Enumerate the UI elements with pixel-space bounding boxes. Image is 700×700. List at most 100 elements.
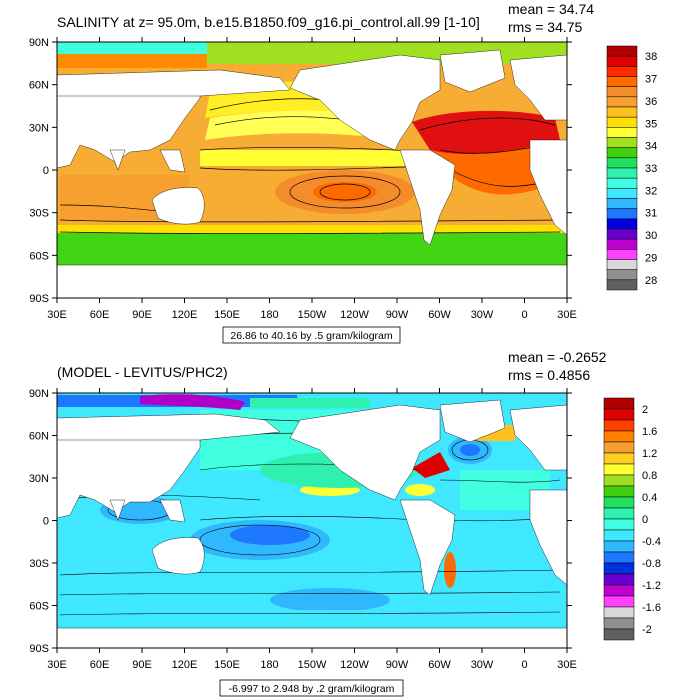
top-lat-label: 60S xyxy=(29,250,49,262)
top-colorbar-swatch xyxy=(606,279,638,291)
bottom-colorbar-swatch xyxy=(603,595,635,608)
top-lat-label: 30N xyxy=(29,122,49,134)
bottom-panel: (MODEL - LEVITUS/PHC2) mean = -0.2652 rm… xyxy=(29,349,661,697)
top-lon-label: 60E xyxy=(90,309,110,321)
top-colorbar-label: 28 xyxy=(645,275,657,287)
bottom-colorbar-swatch xyxy=(603,441,635,454)
bottom-lon-label: 150E xyxy=(214,659,240,671)
top-colorbar-swatch xyxy=(606,208,638,220)
top-colorbar-swatch xyxy=(606,238,638,250)
top-colorbar-swatch xyxy=(606,218,638,230)
bottom-lat-label: 30N xyxy=(29,473,49,485)
top-colorbar-swatch xyxy=(606,167,638,179)
top-colorbar-swatch xyxy=(606,116,638,128)
bottom-colorbar-label: 1.6 xyxy=(642,426,657,438)
bottom-colorbar-swatch xyxy=(603,452,635,465)
top-colorbar-swatch xyxy=(606,45,638,57)
bottom-lon-label: 60W xyxy=(428,659,451,671)
top-lon-label: 30W xyxy=(471,309,494,321)
bottom-colorbar-label: -1.6 xyxy=(642,602,661,614)
top-colorbar-label: 29 xyxy=(645,252,657,264)
top-colorbar-swatch xyxy=(606,127,638,138)
bottom-colorbar-label: -0.4 xyxy=(642,536,661,548)
top-colorbar-swatch xyxy=(606,228,638,240)
top-map-field xyxy=(57,42,567,298)
bottom-colorbar-swatch xyxy=(603,529,635,542)
bottom-colorbar-swatch xyxy=(603,463,635,476)
top-panel: SALINITY at z= 95.0m, b.e15.B1850.f09_g1… xyxy=(29,1,657,344)
top-lon-label: 90W xyxy=(386,309,409,321)
top-lat-label: 30S xyxy=(29,208,49,220)
bottom-colorbar-label: 1.2 xyxy=(642,448,657,460)
top-colorbar-swatch xyxy=(606,177,638,189)
bottom-colorbar-swatch xyxy=(603,551,635,564)
bottom-colorbar-swatch xyxy=(603,584,635,597)
top-colorbar-swatch xyxy=(606,66,638,77)
top-colorbar-label: 32 xyxy=(645,185,657,197)
bottom-mean-label: mean = -0.2652 xyxy=(508,349,607,365)
top-colorbar-swatch xyxy=(606,269,638,281)
bottom-colorbar-swatch xyxy=(603,617,635,630)
bottom-colorbar-swatch xyxy=(603,474,635,487)
bottom-colorbar-label: 0.8 xyxy=(642,470,657,482)
bottom-lon-label: 180 xyxy=(260,659,278,671)
top-lon-label: 150W xyxy=(298,309,327,321)
bottom-lon-label: 30E xyxy=(47,659,67,671)
bottom-lon-label: 150W xyxy=(298,659,327,671)
top-colorbar-label: 31 xyxy=(645,208,657,220)
top-lat-label: 0 xyxy=(43,165,49,177)
top-colorbar-label: 34 xyxy=(645,141,657,153)
bottom-colorbar: 2 1.6 1.2 0.8 0.4 0 -0.4 -0.8 -1.2 -1.6 -2 xyxy=(603,397,661,641)
bottom-colorbar-swatch xyxy=(603,518,635,531)
bottom-lon-label: 120W xyxy=(340,659,369,671)
top-lon-label: 0 xyxy=(521,309,527,321)
bottom-colorbar-label: -1.2 xyxy=(642,580,661,592)
top-lat-label: 60N xyxy=(29,80,49,92)
top-colorbar-swatch xyxy=(606,55,638,67)
bottom-colorbar-swatch xyxy=(603,408,635,421)
bottom-lat-label: 90N xyxy=(29,388,49,400)
top-colorbar-swatch xyxy=(606,249,638,260)
top-colorbar-label: 38 xyxy=(645,51,657,63)
top-lon-label: 150E xyxy=(214,309,240,321)
bottom-panel-title: (MODEL - LEVITUS/PHC2) xyxy=(57,364,228,380)
bottom-lon-label: 60E xyxy=(90,659,110,671)
top-lon-label: 120E xyxy=(172,309,198,321)
bottom-colorbar-swatch xyxy=(603,628,635,641)
bottom-colorbar-swatch xyxy=(603,430,635,443)
bottom-lat-label: 90S xyxy=(29,643,49,655)
bottom-lon-label: 0 xyxy=(521,659,527,671)
bottom-colorbar-swatch xyxy=(603,606,635,619)
bottom-colorbar-label: 2 xyxy=(642,404,648,416)
bottom-colorbar-swatch xyxy=(603,540,635,553)
top-lon-label: 30E xyxy=(557,309,577,321)
bottom-colorbar-swatch xyxy=(603,485,635,498)
bottom-lon-label: 30W xyxy=(471,659,494,671)
top-lon-label: 60W xyxy=(428,309,451,321)
bottom-colorbar-label: -2 xyxy=(642,624,652,636)
top-lat-label: 90N xyxy=(29,37,49,49)
top-info-label: 26.86 to 40.16 by .5 gram/kilogram xyxy=(230,330,393,342)
bottom-colorbar-label: 0.4 xyxy=(642,492,657,504)
top-lon-label: 90E xyxy=(132,309,152,321)
top-colorbar: 38 37 36 35 34 33 32 31 30 29 28 xyxy=(606,45,657,291)
top-colorbar-swatch xyxy=(606,198,638,209)
top-colorbar-swatch xyxy=(606,147,638,159)
bottom-colorbar-label: -0.8 xyxy=(642,558,661,570)
top-lon-label: 30E xyxy=(47,309,67,321)
top-colorbar-swatch xyxy=(606,76,638,87)
bottom-rms-label: rms = 0.4856 xyxy=(508,367,590,383)
bottom-colorbar-swatch xyxy=(603,397,635,410)
top-colorbar-label: 37 xyxy=(645,74,657,86)
top-colorbar-swatch xyxy=(606,106,638,118)
bottom-lon-label: 30E xyxy=(557,659,577,671)
bottom-lat-label: 30S xyxy=(29,558,49,570)
bottom-lat-label: 0 xyxy=(43,516,49,528)
top-colorbar-swatch xyxy=(606,157,638,169)
top-colorbar-swatch xyxy=(606,137,638,148)
top-colorbar-label: 36 xyxy=(645,96,657,108)
top-rms-label: rms = 34.75 xyxy=(508,19,583,35)
top-lon-label: 120W xyxy=(340,309,369,321)
bottom-lon-label: 90W xyxy=(386,659,409,671)
